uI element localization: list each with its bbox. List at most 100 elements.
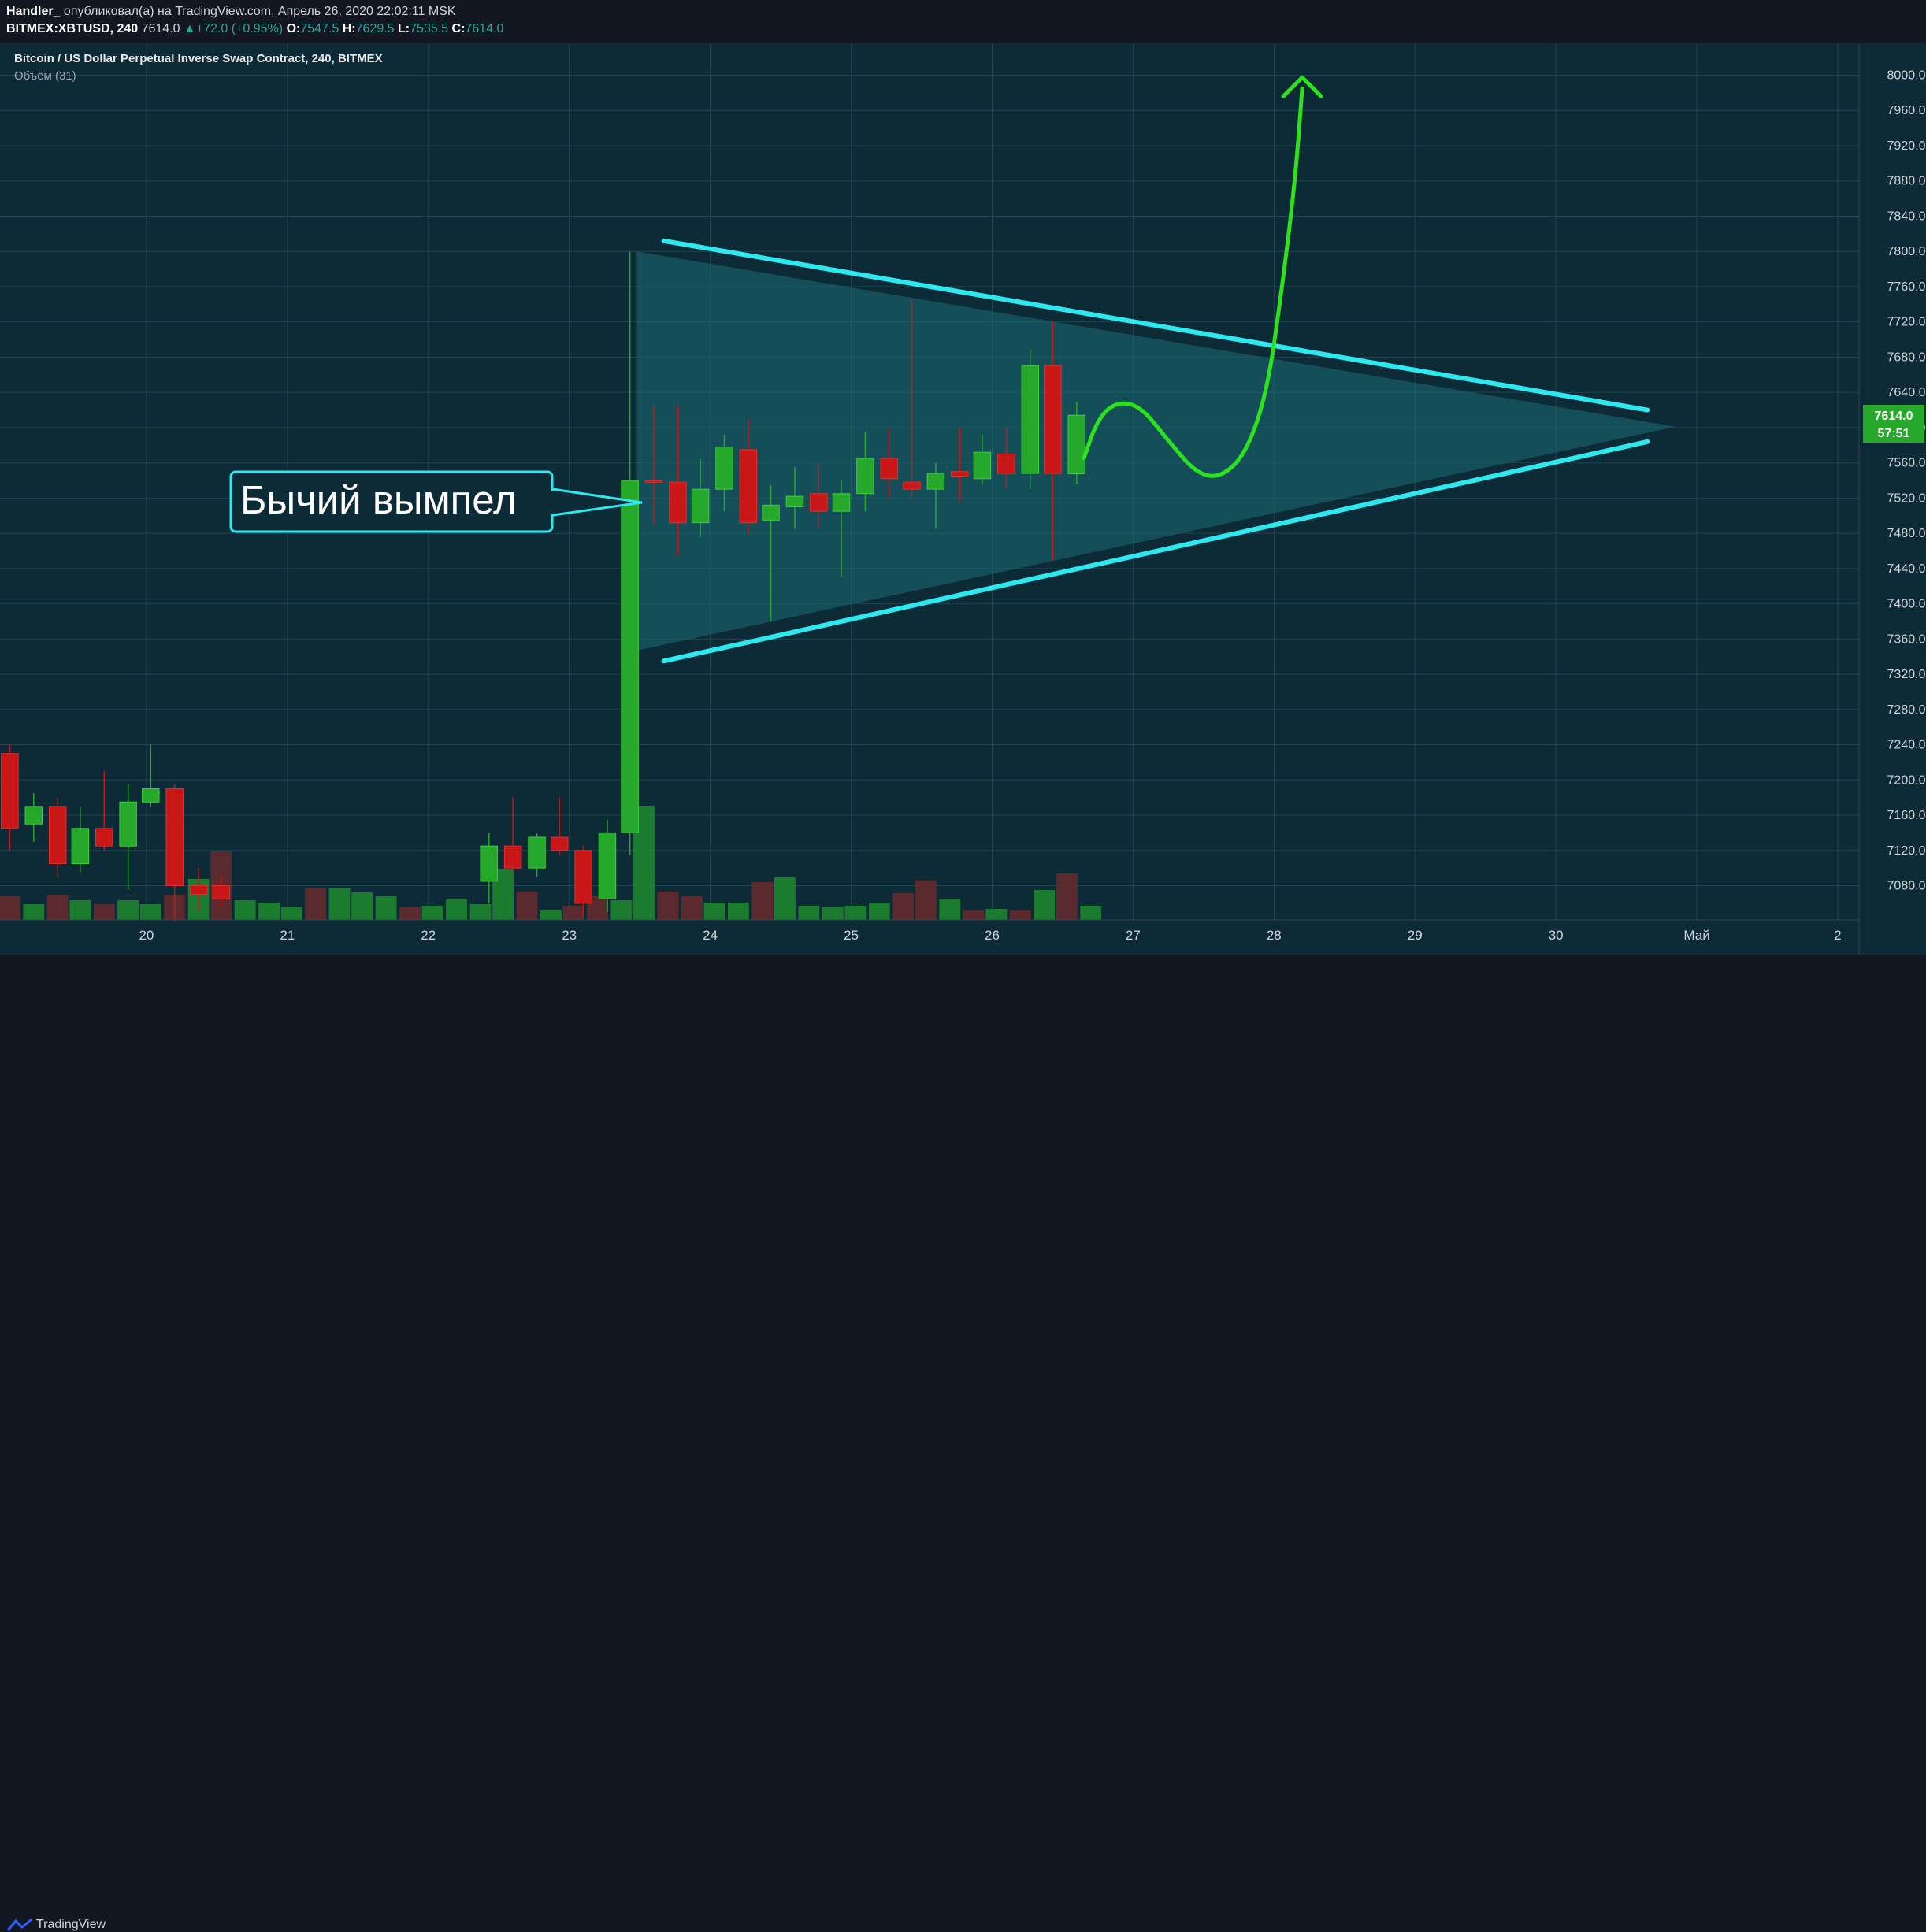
volume-bar xyxy=(93,904,115,920)
author-name[interactable]: Handler_ xyxy=(6,5,61,18)
pennant-trendlines[interactable] xyxy=(661,238,1650,664)
volume-bar xyxy=(469,904,492,920)
quote-line: BITMEX:XBTUSD, 240 7614.0 ▲+72.0 (+0.95%… xyxy=(6,22,503,36)
volume-bar xyxy=(681,896,703,920)
price-change: +72.0 (+0.95%) xyxy=(195,22,284,35)
volume-bar xyxy=(939,899,961,920)
candle-body xyxy=(762,504,780,521)
price-tick-label: 7720.0 xyxy=(1887,316,1926,329)
chart-legend[interactable]: Bitcoin / US Dollar Perpetual Inverse Sw… xyxy=(14,52,383,83)
candle-body xyxy=(598,832,617,899)
candle-body xyxy=(997,453,1015,474)
price-tick-label: 7200.0 xyxy=(1887,773,1926,787)
volume-bar xyxy=(1009,910,1031,920)
price-tick-label: 8000.0 xyxy=(1887,69,1926,83)
time-tick-label: Май xyxy=(1683,928,1709,943)
forecast-curve xyxy=(1082,86,1304,478)
volume-bar xyxy=(351,892,373,920)
candle-body xyxy=(142,788,160,803)
publish-header: Handler_ опубликовал(а) на TradingView.c… xyxy=(0,0,1926,43)
time-tick-label: 2 xyxy=(1834,928,1841,943)
candle-body xyxy=(24,806,43,825)
time-tick-label: 24 xyxy=(703,928,718,943)
time-tick-label: 30 xyxy=(1549,928,1564,943)
candle-body xyxy=(644,480,663,483)
volume-bar xyxy=(328,888,351,920)
candle-body xyxy=(1021,365,1040,474)
volume-bar xyxy=(139,904,161,920)
candle-body xyxy=(903,481,921,490)
candle-body xyxy=(691,488,710,524)
candle-body xyxy=(212,885,230,899)
high-label: H: xyxy=(342,22,356,35)
candle-body xyxy=(621,480,639,833)
candle-body xyxy=(715,446,733,490)
volume-bar xyxy=(1056,873,1078,920)
high-value: 7629.5 xyxy=(355,22,395,35)
volume-bar xyxy=(46,895,69,920)
candle-body xyxy=(574,850,592,904)
volume-bar xyxy=(375,896,397,920)
volume-bar xyxy=(915,881,937,920)
low-value: 7535.5 xyxy=(410,22,449,35)
volume-bar xyxy=(1080,906,1102,920)
volume-bar xyxy=(540,910,562,920)
pennant-callout[interactable]: Бычий вымпел xyxy=(229,470,643,533)
volume-bar xyxy=(963,910,985,920)
price-tick-label: 7240.0 xyxy=(1887,739,1926,752)
price-tick-label: 7800.0 xyxy=(1887,245,1926,258)
chart-area[interactable]: Бычий вымпел 8000.0 7960.0 7920.0 7880.0 784… xyxy=(0,43,1926,955)
price-tick-label: 7480.0 xyxy=(1887,527,1926,540)
candle-body xyxy=(856,458,874,495)
price-axis-labels: 8000.0 7960.0 7920.0 7880.0 7840.0 7800.0 7760… xyxy=(1887,69,1926,893)
price-tick-label: 7520.0 xyxy=(1887,491,1926,505)
volume-bar xyxy=(258,903,280,920)
time-tick-label: 21 xyxy=(280,928,295,943)
tradingview-logo[interactable]: TradingView xyxy=(6,1918,106,1932)
forecast-arrow[interactable] xyxy=(1082,75,1323,478)
volume-bar xyxy=(822,907,844,920)
candle-body xyxy=(1,753,19,829)
legend-volume[interactable]: Объём (31) xyxy=(14,69,76,83)
candlestick-series xyxy=(1,251,1086,922)
candle-body xyxy=(810,493,828,512)
price-tick-label: 7400.0 xyxy=(1887,598,1926,611)
candle-body xyxy=(832,493,851,512)
time-tick-label: 26 xyxy=(985,928,1000,943)
volume-bar xyxy=(657,892,679,920)
price-tick-label: 7080.0 xyxy=(1887,880,1926,893)
candle-body xyxy=(528,836,546,869)
candle-body xyxy=(926,473,945,490)
volume-bar xyxy=(892,893,915,920)
candle-body xyxy=(95,828,113,847)
callout-joint xyxy=(548,491,555,514)
trendline-lower xyxy=(661,439,1650,664)
price-tick-label: 7880.0 xyxy=(1887,175,1926,188)
volume-bar xyxy=(421,906,443,920)
volume-bar xyxy=(117,900,139,920)
open-value: 7547.5 xyxy=(300,22,340,35)
price-tick-label: 7920.0 xyxy=(1887,139,1926,153)
volume-bar xyxy=(23,904,45,920)
volume-bar xyxy=(610,900,633,920)
volume-bar xyxy=(868,903,890,920)
volume-bar xyxy=(985,909,1008,920)
volume-bar xyxy=(751,882,774,920)
time-tick-label: 28 xyxy=(1267,928,1282,943)
pennant-shade xyxy=(636,251,1676,651)
close-value: 7614.0 xyxy=(465,22,504,35)
time-tick-label: 27 xyxy=(1126,928,1141,943)
price-tick-label: 7560.0 xyxy=(1887,457,1926,470)
forecast-arrowhead xyxy=(1281,75,1323,98)
price-tick-label: 7160.0 xyxy=(1887,809,1926,822)
candle-body xyxy=(1067,414,1086,475)
price-tick-label: 7960.0 xyxy=(1887,104,1926,117)
time-tick-label: 22 xyxy=(421,928,436,943)
volume-bar xyxy=(1034,890,1056,920)
price-axis[interactable] xyxy=(1860,43,1926,955)
publish-info: опубликовал(а) на TradingView.com, Апрел… xyxy=(63,5,456,18)
candle-body xyxy=(1044,365,1062,474)
change-arrow-icon: ▲ xyxy=(183,22,196,35)
publish-line: Handler_ опубликовал(а) на TradingView.c… xyxy=(6,5,456,19)
candle-body xyxy=(71,828,90,865)
